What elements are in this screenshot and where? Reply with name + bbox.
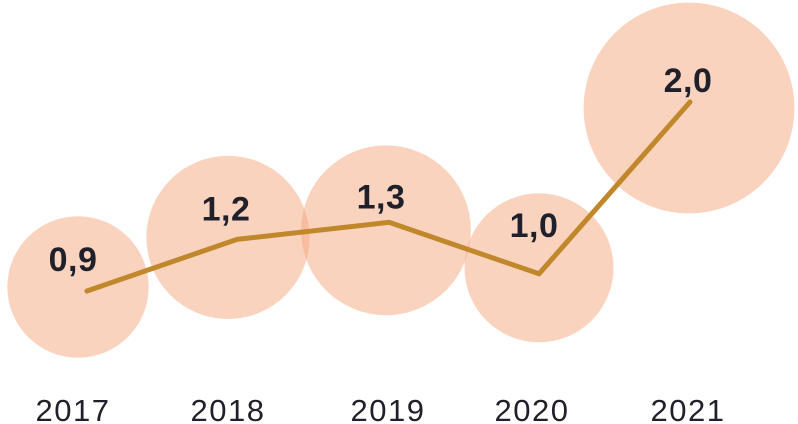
value-label-2019: 1,3 (357, 178, 406, 216)
year-label-2019: 2019 (351, 393, 426, 424)
value-label-2021: 2,0 (664, 62, 713, 100)
bubble-2017 (7, 216, 149, 358)
value-label-2018: 1,2 (202, 191, 251, 229)
bubble-2018 (146, 155, 310, 319)
year-label-2018: 2018 (191, 393, 266, 424)
value-label-2020: 1,0 (510, 207, 559, 245)
year-label-2020: 2020 (495, 393, 570, 424)
trend-line (84, 99, 693, 294)
year-label-2021: 2021 (651, 393, 726, 424)
year-label-2017: 2017 (36, 393, 111, 424)
bubble-2019 (301, 145, 471, 316)
bubble-2021 (583, 2, 795, 214)
value-label-2017: 0,9 (49, 241, 98, 279)
